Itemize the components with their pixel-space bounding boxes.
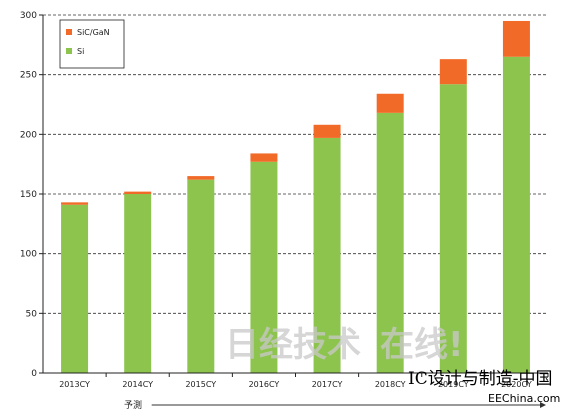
bar-sic-gan-2014CY xyxy=(124,191,152,194)
y-tick-label-200: 200 xyxy=(20,130,37,140)
y-tick-label-150: 150 xyxy=(20,190,37,200)
watermark-main-suffix: 在线! xyxy=(380,325,464,365)
y-tick-label-250: 250 xyxy=(20,71,37,81)
x-tick-label-2016CY: 2016CY xyxy=(249,380,280,389)
x-tick-label-2013CY: 2013CY xyxy=(59,380,90,389)
bar-si-2013CY xyxy=(61,204,89,373)
bar-si-2018CY xyxy=(376,112,404,373)
x-tick-label-2018CY: 2018CY xyxy=(375,380,406,389)
watermark: 日经技术 在线! IC设计与制造-中国 EEChina.com xyxy=(225,325,560,405)
bars-layer xyxy=(61,20,530,374)
legend-label-si: Si xyxy=(77,47,84,56)
bar-sic-gan-2013CY xyxy=(61,202,89,205)
x-tick-label-2020CY: 2020CY xyxy=(501,380,532,389)
forecast-arrowhead xyxy=(540,402,546,408)
legend-swatch-sic-gan xyxy=(66,29,72,35)
bar-si-2014CY xyxy=(124,194,152,373)
bar-sic-gan-2016CY xyxy=(250,153,278,162)
watermark-main: 日经技术 xyxy=(225,325,361,365)
x-tick-label-2019CY: 2019CY xyxy=(438,380,469,389)
x-tick-label-2017CY: 2017CY xyxy=(312,380,343,389)
bar-si-2015CY xyxy=(187,179,215,373)
forecast-indicator: 予測 xyxy=(124,399,546,411)
x-tick-label-2014CY: 2014CY xyxy=(122,380,153,389)
bar-sic-gan-2015CY xyxy=(187,176,215,180)
bar-si-2016CY xyxy=(250,161,278,373)
bar-si-2020CY xyxy=(502,56,530,374)
bar-sic-gan-2019CY xyxy=(439,59,467,85)
legend-swatch-si xyxy=(66,48,72,54)
y-tick-label-100: 100 xyxy=(20,250,37,260)
bar-sic-gan-2020CY xyxy=(502,20,530,57)
bar-sic-gan-2017CY xyxy=(313,124,341,138)
y-tick-label-300: 300 xyxy=(20,11,37,21)
legend: SiC/GaN Si xyxy=(59,19,125,69)
watermark-tertiary: EEChina.com xyxy=(488,392,560,405)
x-tick-label-2015CY: 2015CY xyxy=(185,380,216,389)
legend-label-sic-gan: SiC/GaN xyxy=(77,28,110,37)
bar-si-2019CY xyxy=(439,84,467,374)
forecast-label: 予測 xyxy=(124,399,142,411)
bar-sic-gan-2018CY xyxy=(376,93,404,113)
y-tick-label-0: 0 xyxy=(31,369,37,379)
y-tick-label-50: 50 xyxy=(26,309,38,319)
bar-si-2017CY xyxy=(313,137,341,373)
axes-layer: 0 50 100 150 200 250 300 2013CY 2014CY 2015CY 2016… xyxy=(20,11,549,389)
legend-box xyxy=(59,19,125,69)
watermark-secondary: IC设计与制造-中国 xyxy=(408,369,552,389)
